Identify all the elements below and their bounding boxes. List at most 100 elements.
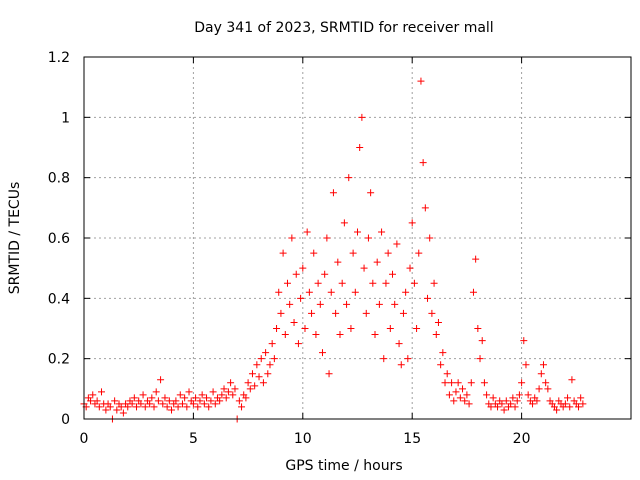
data-point — [172, 397, 180, 405]
y-tick-label: 1 — [61, 110, 70, 126]
data-point — [461, 397, 469, 405]
data-point — [415, 249, 423, 257]
data-point — [218, 391, 226, 399]
data-point — [310, 249, 318, 257]
data-point — [469, 288, 477, 296]
data-point — [128, 400, 136, 408]
data-point — [183, 403, 191, 411]
data-point — [445, 391, 453, 399]
data-point — [277, 309, 285, 317]
data-point — [487, 403, 495, 411]
data-point — [89, 391, 97, 399]
data-point — [305, 288, 313, 296]
y-tick-label: 0.4 — [48, 291, 70, 307]
data-point — [443, 370, 451, 378]
data-point — [463, 391, 471, 399]
data-point — [178, 400, 186, 408]
y-tick-label: 0.6 — [48, 231, 70, 247]
data-point — [238, 403, 246, 411]
data-point — [286, 300, 294, 308]
data-point — [181, 394, 189, 402]
x-tick-label: 0 — [80, 431, 89, 447]
data-point — [568, 376, 576, 384]
data-point — [161, 394, 169, 402]
data-point — [419, 159, 427, 167]
data-point — [430, 279, 438, 287]
data-point — [382, 279, 390, 287]
data-point — [235, 397, 243, 405]
data-point — [229, 391, 237, 399]
data-point — [474, 325, 482, 332]
data-point — [375, 300, 383, 308]
data-point — [270, 355, 278, 363]
data-point — [336, 331, 344, 339]
y-tick-label: 0.8 — [48, 171, 70, 187]
data-point — [539, 361, 547, 369]
data-point — [102, 406, 110, 414]
data-point — [275, 288, 283, 296]
data-point — [176, 391, 184, 399]
data-point — [413, 325, 421, 332]
data-point — [133, 403, 141, 411]
x-tick-label: 20 — [513, 431, 531, 447]
data-point — [281, 331, 289, 339]
data-point — [113, 406, 121, 414]
data-point — [268, 340, 276, 348]
data-point — [384, 249, 392, 257]
data-point — [432, 331, 440, 339]
data-point — [150, 403, 158, 411]
data-point — [345, 174, 353, 182]
data-point — [266, 361, 274, 369]
plot-frame — [83, 56, 632, 420]
data-point — [251, 382, 259, 390]
data-point — [220, 385, 228, 393]
data-point — [520, 337, 528, 345]
data-point — [248, 370, 256, 378]
data-point — [152, 388, 160, 396]
data-point — [522, 361, 530, 369]
data-point — [111, 397, 119, 405]
data-point — [283, 279, 291, 287]
data-point — [434, 318, 442, 326]
data-point — [332, 309, 340, 317]
data-point — [472, 255, 480, 263]
data-point — [356, 144, 364, 151]
data-point — [354, 228, 361, 236]
data-point — [255, 373, 263, 381]
data-point — [498, 400, 506, 408]
data-point — [343, 300, 351, 308]
data-point — [561, 400, 569, 408]
y-axis-label: SRMTID / TECUs — [7, 182, 23, 295]
data-point — [244, 379, 252, 387]
data-point — [297, 294, 305, 302]
data-point — [139, 391, 147, 399]
data-point — [476, 355, 484, 363]
data-point — [351, 288, 359, 296]
data-point — [185, 388, 193, 396]
data-point — [454, 379, 462, 387]
data-point — [119, 409, 127, 417]
data-point — [338, 279, 346, 287]
data-point — [529, 400, 537, 408]
data-point — [130, 394, 138, 402]
data-point — [518, 379, 526, 387]
data-point — [347, 325, 355, 332]
data-point — [511, 403, 519, 411]
data-point — [262, 349, 270, 357]
data-point — [500, 406, 508, 414]
x-axis-ticks: 0 5 10 15 20 — [80, 57, 531, 447]
data-point — [478, 337, 486, 345]
data-point — [535, 385, 543, 393]
data-point — [303, 228, 311, 236]
data-point — [279, 249, 287, 257]
data-point — [198, 391, 206, 399]
data-point — [564, 394, 572, 402]
data-point — [367, 189, 375, 197]
data-point — [93, 397, 101, 405]
data-point — [124, 403, 132, 411]
data-point — [513, 397, 521, 405]
data-point — [159, 400, 167, 408]
data-point — [174, 403, 182, 411]
data-point — [494, 403, 502, 411]
